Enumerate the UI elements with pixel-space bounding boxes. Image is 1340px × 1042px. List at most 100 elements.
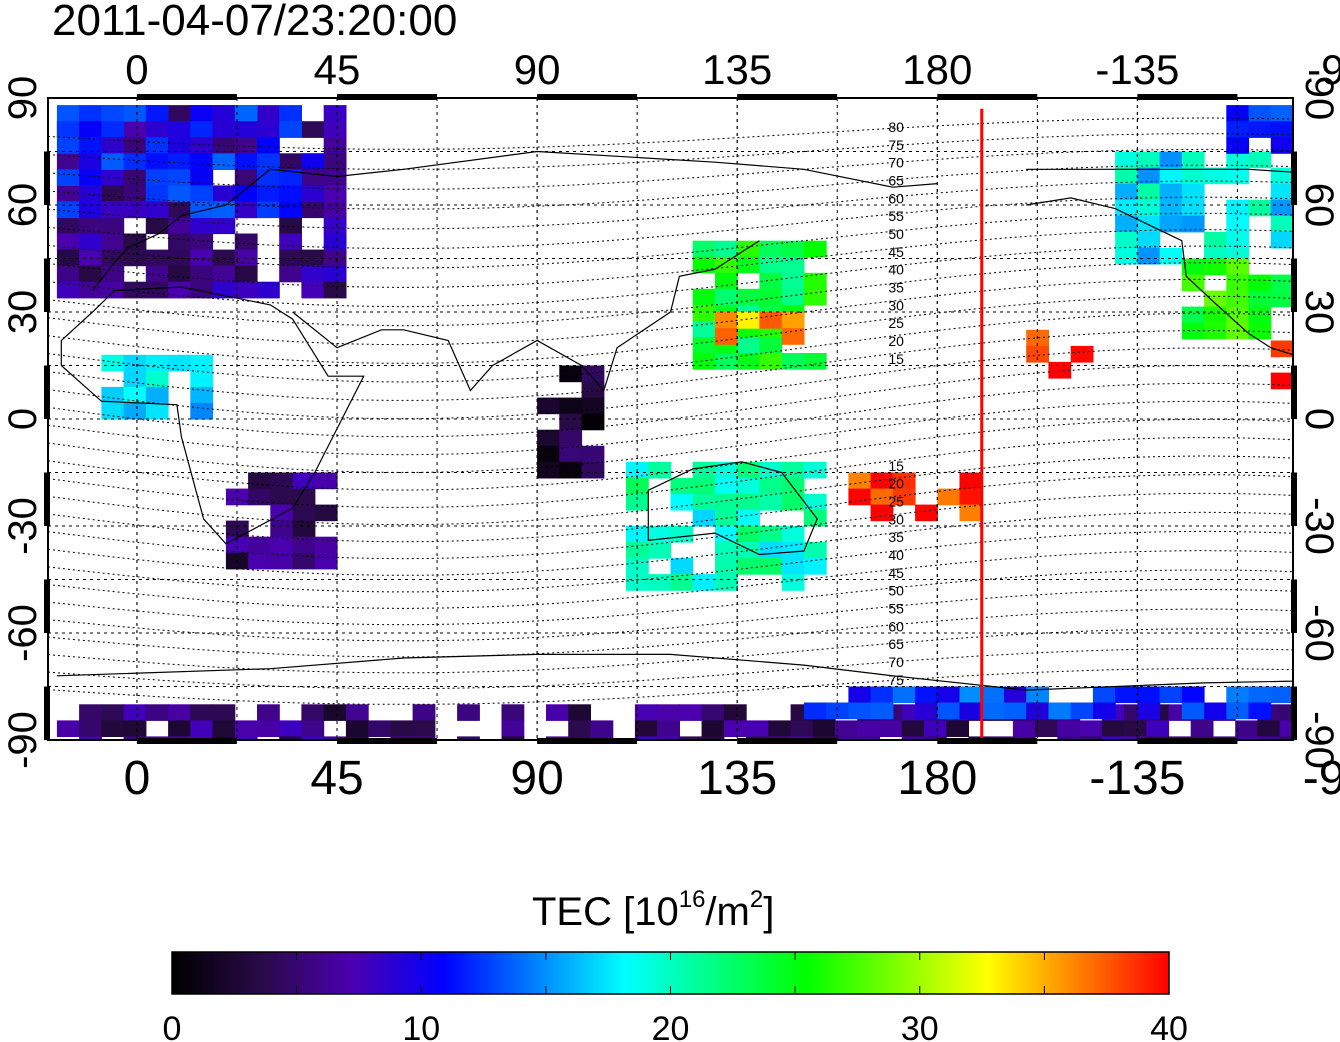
tec-cell <box>1270 231 1293 249</box>
frame-bar <box>44 258 50 312</box>
tec-cell <box>168 281 191 299</box>
lat-tick-label-left: 60 <box>1 183 45 228</box>
tec-cell <box>1315 248 1338 265</box>
tec-cell <box>1248 290 1272 308</box>
lat-tick-label-left: -60 <box>1 604 45 662</box>
tec-cell <box>715 328 738 345</box>
tec-cell <box>759 353 783 370</box>
tec-cell <box>190 720 214 737</box>
tec-cell <box>1026 702 1049 720</box>
tec-cell <box>812 720 836 737</box>
contour-line <box>48 278 1293 346</box>
contour-label: 15 <box>888 458 904 474</box>
tec-cell <box>56 153 80 170</box>
tec-cell <box>1159 183 1183 201</box>
colorbar-tick-label: 20 <box>652 1010 690 1042</box>
tec-cell <box>679 704 703 721</box>
tec-cell <box>590 720 614 737</box>
coastline <box>60 286 365 545</box>
tec-cell <box>803 461 827 479</box>
coastline <box>56 653 1293 691</box>
tec-cell <box>1235 736 1258 740</box>
tec-cell <box>701 720 725 737</box>
tec-cell <box>190 105 214 122</box>
tec-cell <box>56 233 80 251</box>
tec-cell <box>279 185 302 203</box>
frame-bar <box>44 472 50 526</box>
tec-cell <box>56 265 80 283</box>
tec-cell <box>56 169 80 186</box>
tec-cell <box>1226 199 1250 217</box>
contour-label: 25 <box>888 315 904 331</box>
tec-cell <box>670 574 694 591</box>
contour-line <box>48 196 1293 250</box>
tec-cell <box>292 520 316 538</box>
tec-cell <box>56 249 80 267</box>
tec-cell <box>79 720 102 737</box>
tec-cell <box>79 233 102 251</box>
tec-cell <box>1257 736 1281 740</box>
tec-cell <box>1181 215 1205 233</box>
contour-label: 55 <box>888 208 904 224</box>
tec-cell <box>670 477 694 495</box>
tec-cell <box>168 720 191 737</box>
frame-bar <box>537 94 638 100</box>
tec-cell <box>212 105 236 122</box>
tec-cell <box>737 509 760 527</box>
tec-cell <box>737 240 760 258</box>
tec-cell <box>1204 167 1227 185</box>
tec-cell <box>257 704 280 721</box>
tec-cell <box>190 386 214 404</box>
tec-cell <box>803 542 827 559</box>
tec-cell <box>323 704 347 721</box>
contour-line <box>48 569 1293 626</box>
frame-bar <box>1291 686 1297 740</box>
tec-cell <box>234 249 258 267</box>
tec-cell <box>145 201 169 219</box>
tec-cell <box>1137 215 1161 233</box>
tec-cell <box>314 552 338 570</box>
contour-line <box>48 492 1293 560</box>
tec-cell <box>1137 247 1161 265</box>
tec-cell <box>279 105 302 122</box>
contour-label: 20 <box>888 333 904 349</box>
tec-cell <box>292 472 316 490</box>
tec-cell <box>1137 151 1161 169</box>
tec-cell <box>212 265 236 283</box>
tec-cell <box>1270 372 1293 390</box>
tec-cell <box>781 558 805 575</box>
tec-cell <box>1315 259 1338 276</box>
tec-cell <box>1137 686 1161 704</box>
tec-cell <box>737 256 760 274</box>
contour-label: 60 <box>888 190 904 206</box>
tec-cell <box>1115 151 1138 169</box>
tec-cell <box>101 704 125 721</box>
coastline <box>647 461 818 556</box>
tec-cell <box>781 272 805 290</box>
tec-cell <box>1315 152 1338 169</box>
lat-tick-label-right: 90 <box>1297 76 1340 121</box>
tec-cell <box>101 386 125 404</box>
tec-cell <box>79 137 102 154</box>
tec-cell <box>826 702 849 720</box>
tec-cell <box>1181 686 1205 704</box>
tec-cell <box>145 354 169 372</box>
lon-tick-label-bottom: 135 <box>697 752 777 805</box>
tec-cell <box>937 686 961 704</box>
tec-cell <box>1315 168 1338 185</box>
tec-cell <box>145 704 169 721</box>
contour-label: 50 <box>888 226 904 242</box>
tec-cell <box>737 477 760 495</box>
tec-cell <box>1004 702 1027 720</box>
tec-cell <box>715 526 738 543</box>
tec-cell <box>323 137 347 154</box>
tec-cell <box>1248 274 1272 292</box>
tec-cell <box>123 704 147 721</box>
tec-cell <box>1204 322 1227 340</box>
tec-cell <box>190 137 214 154</box>
tec-cell <box>759 337 783 354</box>
tec-cell <box>692 574 716 591</box>
tec-cell <box>56 217 80 235</box>
tec-cell <box>959 488 983 506</box>
lat-tick-label-left: -30 <box>1 497 45 555</box>
